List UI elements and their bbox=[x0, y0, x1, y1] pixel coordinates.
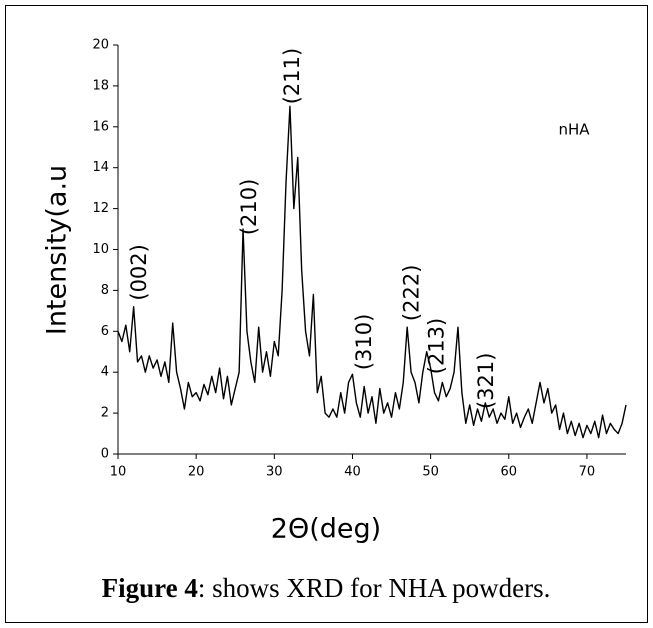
y-axis-label: Intensity(a.u bbox=[42, 165, 73, 335]
x-tick-label: 70 bbox=[579, 465, 596, 480]
y-tick-label: 2 bbox=[101, 406, 109, 421]
y-tick-label: 8 bbox=[101, 283, 109, 298]
x-tick-label: 50 bbox=[422, 465, 439, 480]
x-tick-label: 40 bbox=[344, 465, 361, 480]
y-tick-label: 20 bbox=[92, 38, 109, 53]
peak-annotation: (002) bbox=[127, 244, 151, 300]
x-tick-label: 20 bbox=[188, 465, 205, 480]
y-tick-label: 16 bbox=[92, 119, 109, 134]
y-tick-label: 6 bbox=[101, 324, 109, 339]
caption-text: : shows XRD for NHA powders. bbox=[198, 573, 551, 603]
peak-annotation: (222) bbox=[400, 265, 424, 321]
caption-label: Figure 4 bbox=[102, 573, 198, 603]
frame bbox=[5, 5, 648, 623]
x-axis-label: 2Θ(deg) bbox=[271, 514, 381, 545]
peak-annotation: (211) bbox=[280, 48, 304, 104]
y-tick-label: 12 bbox=[92, 201, 109, 216]
x-tick-label: 60 bbox=[500, 465, 517, 480]
y-tick-label: 0 bbox=[101, 447, 109, 462]
series-line bbox=[117, 105, 627, 439]
peak-annotation: (210) bbox=[237, 179, 261, 235]
peak-annotation: (213) bbox=[425, 318, 449, 374]
y-tick-label: 4 bbox=[101, 365, 109, 380]
legend-label: nHA bbox=[558, 121, 590, 139]
y-tick-label: 10 bbox=[92, 242, 109, 257]
peak-annotation: (310) bbox=[352, 314, 376, 370]
x-tick-label: 30 bbox=[266, 465, 283, 480]
peak-annotation: (321) bbox=[474, 353, 498, 409]
y-tick-label: 14 bbox=[92, 160, 109, 175]
x-tick-label: 10 bbox=[110, 465, 127, 480]
caption: Figure 4: shows XRD for NHA powders. bbox=[102, 573, 551, 603]
y-tick-label: 18 bbox=[92, 78, 109, 93]
